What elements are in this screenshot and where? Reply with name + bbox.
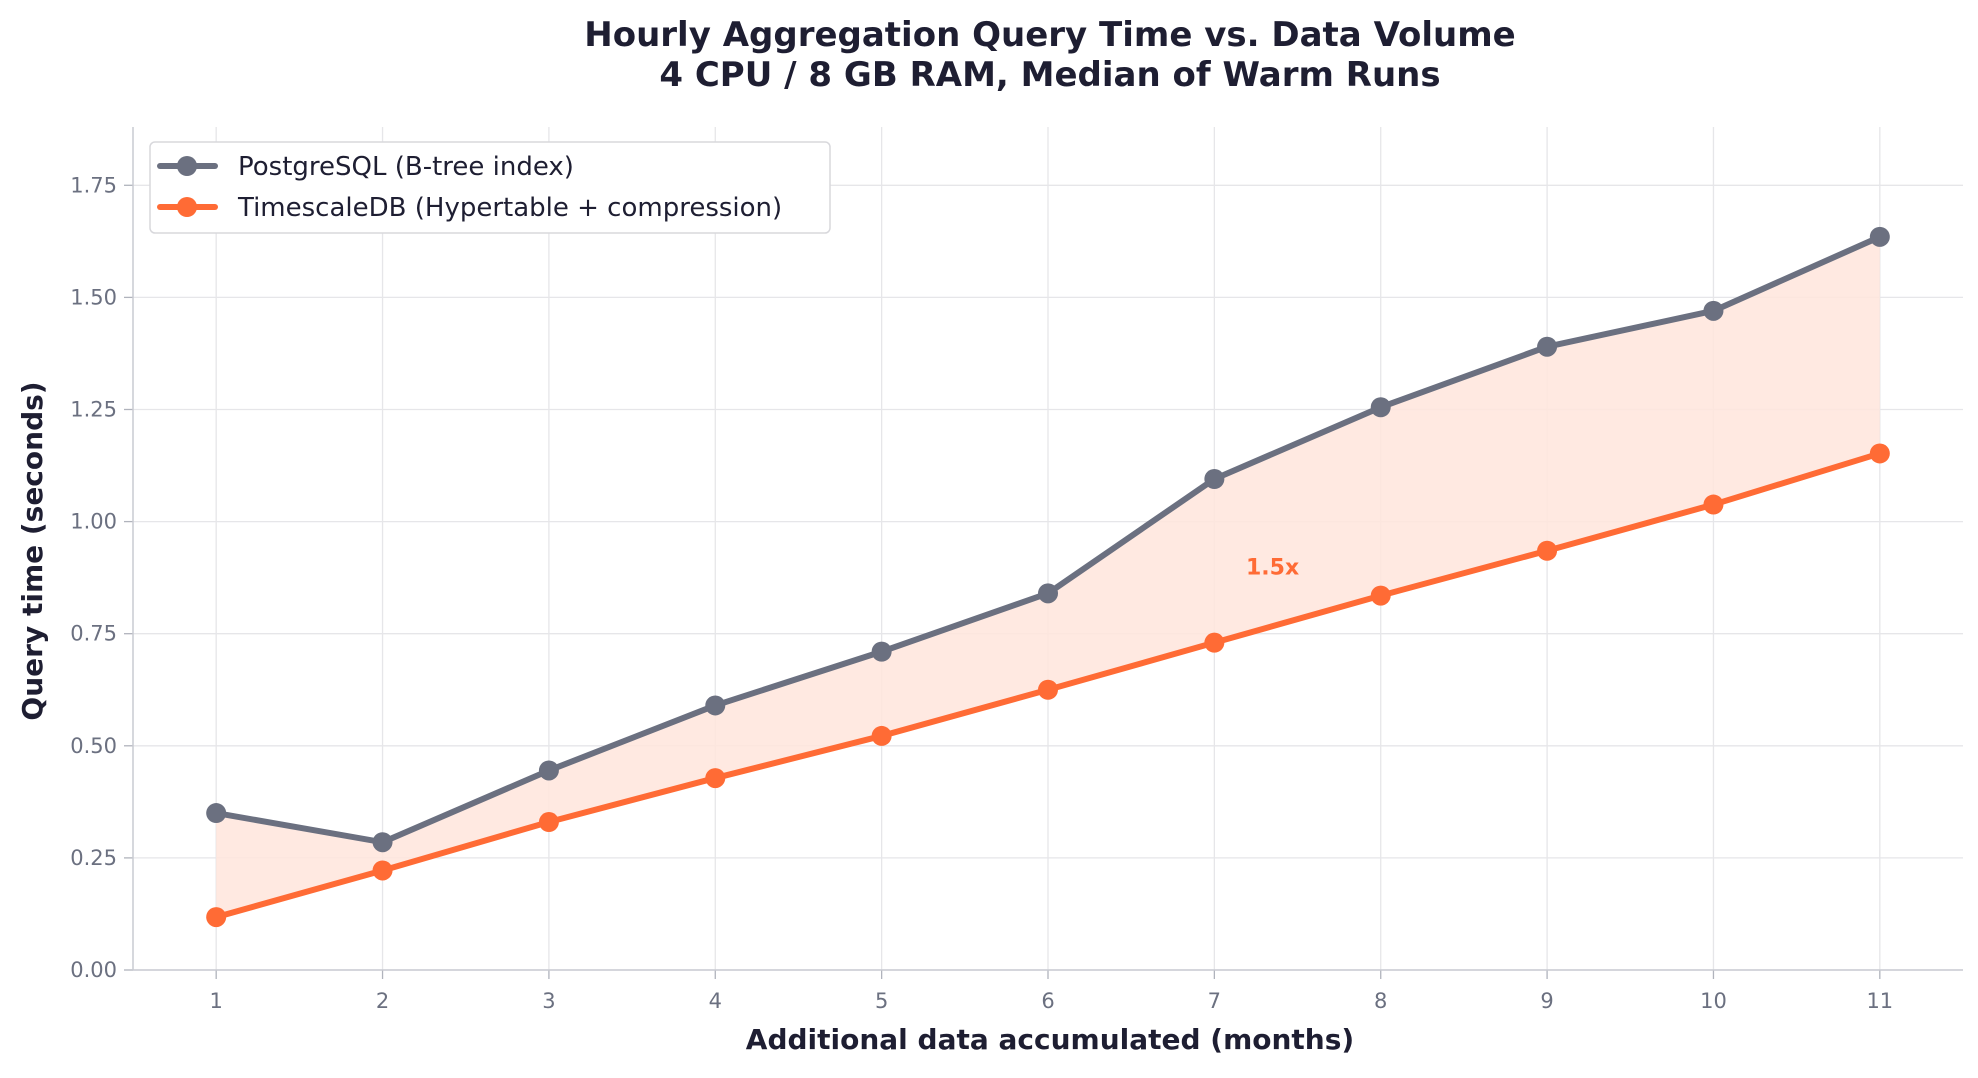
x-tick-label: 5: [875, 989, 888, 1013]
legend: PostgreSQL (B-tree index) TimescaleDB (Hy…: [149, 141, 831, 234]
y-tick-label: 1.25: [70, 397, 117, 421]
series-layer: [206, 226, 1890, 928]
y-tick-label: 0.75: [70, 622, 117, 646]
data-point: [206, 803, 227, 824]
data-point: [206, 907, 227, 928]
data-point: [1204, 468, 1225, 489]
legend-swatch-marker: [177, 156, 197, 176]
data-point: [705, 695, 726, 716]
y-tick-label: 0.25: [70, 846, 117, 870]
data-point: [1038, 679, 1058, 700]
data-point: [1869, 443, 1890, 464]
data-point: [871, 725, 892, 746]
x-tick-label: 8: [1374, 989, 1387, 1013]
fill-between-area: [216, 236, 1880, 918]
y-tick-label: 1.75: [70, 173, 117, 197]
ratio-annotation: 1.5x: [1246, 555, 1299, 580]
legend-label: PostgreSQL (B-tree index): [238, 152, 574, 182]
x-tick-label: 9: [1540, 989, 1553, 1013]
data-point: [1537, 540, 1558, 561]
y-tick-label: 1.00: [70, 510, 117, 534]
data-point: [1869, 226, 1890, 247]
data-point: [372, 860, 393, 881]
x-tick-label: 11: [1866, 989, 1893, 1013]
data-point: [1537, 336, 1558, 357]
x-tick-label: 2: [376, 989, 389, 1013]
data-point: [1370, 585, 1391, 606]
chart-title-line1: Hourly Aggregation Query Time vs. Data V…: [584, 15, 1515, 55]
fill-between-path: [216, 236, 1880, 918]
x-tick-label: 4: [709, 989, 722, 1013]
chart-title-line2: 4 CPU / 8 GB RAM, Median of Warm Runs: [659, 55, 1440, 95]
y-tick-label: 1.50: [70, 285, 117, 309]
x-tick-label: 10: [1700, 989, 1727, 1013]
series-2: [206, 443, 1890, 928]
data-point: [538, 760, 559, 781]
data-point: [1703, 494, 1724, 515]
series-1: [206, 226, 1890, 853]
axes: 1 2 3 4 5 6 7 8 9 10 11 0.00 0.25 0.50 0.75 1.00 1.25 1.5…: [70, 127, 1963, 1013]
data-point: [871, 641, 892, 662]
data-point: [1204, 632, 1225, 653]
x-tick-label: 1: [209, 989, 222, 1013]
legend-label: TimescaleDB (Hypertable + compression): [237, 193, 782, 223]
annotations: 1.5x: [1246, 555, 1299, 580]
data-point: [705, 768, 726, 789]
legend-box: [149, 141, 831, 234]
x-axis-label: Additional data accumulated (months): [746, 1023, 1354, 1056]
y-tick-label: 0.50: [70, 734, 117, 758]
x-tick-label: 6: [1041, 989, 1054, 1013]
x-tick-label: 7: [1208, 989, 1221, 1013]
legend-swatch-marker: [177, 197, 197, 217]
data-point: [1370, 397, 1391, 418]
y-tick-label: 0.00: [70, 958, 117, 982]
data-point: [372, 832, 393, 853]
data-point: [538, 812, 559, 833]
data-point: [1703, 300, 1724, 321]
y-axis-label: Query time (seconds): [16, 381, 49, 720]
x-tick-label: 3: [542, 989, 555, 1013]
data-point: [1038, 583, 1058, 604]
